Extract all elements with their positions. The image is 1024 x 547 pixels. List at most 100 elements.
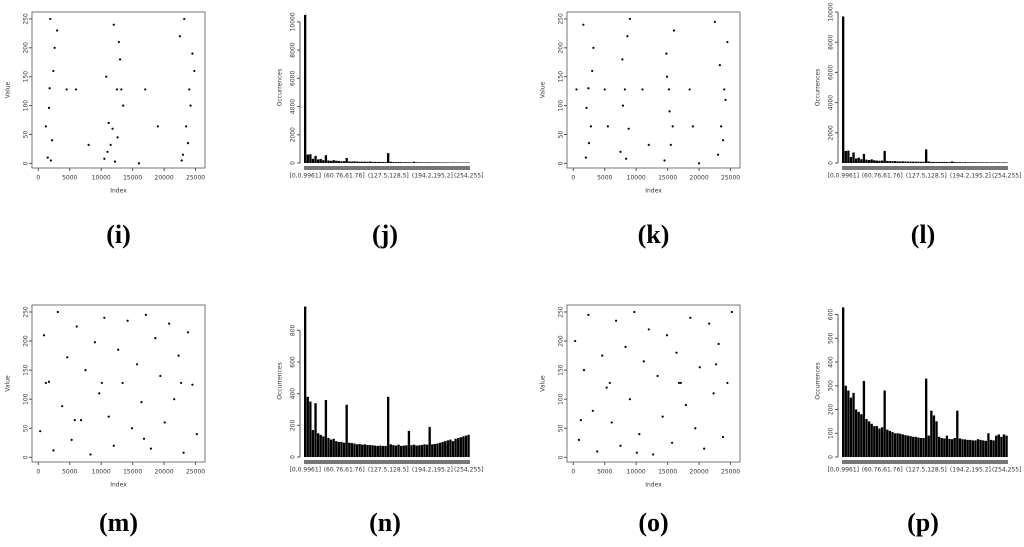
y-axis-label: Occurrences	[277, 362, 284, 399]
point	[647, 143, 650, 146]
point	[669, 143, 672, 146]
bar	[937, 436, 941, 457]
bar	[909, 436, 912, 457]
x-tick-label: (194.2,195.2]	[412, 467, 453, 474]
bar	[412, 444, 416, 457]
bar	[904, 161, 907, 163]
panel-caption: (i)	[106, 220, 131, 249]
point	[117, 40, 120, 44]
bar	[899, 433, 902, 457]
bar	[945, 435, 949, 457]
x-tick-label: 20000	[690, 469, 709, 476]
bar	[912, 436, 915, 457]
point	[111, 127, 114, 130]
bar	[392, 445, 395, 457]
x-axis-band	[842, 166, 1008, 170]
y-axis-label: Occurrences	[277, 69, 284, 106]
bar	[368, 161, 372, 163]
bar	[415, 162, 418, 163]
bar	[337, 441, 341, 457]
bar	[342, 161, 346, 163]
y-tick-label: 200	[23, 335, 30, 347]
panel-caption: (k)	[638, 220, 670, 249]
bar	[446, 440, 449, 457]
bar	[912, 161, 915, 163]
bar	[995, 162, 998, 163]
point	[126, 319, 129, 322]
point	[144, 88, 147, 91]
bar	[436, 443, 439, 457]
bar	[322, 436, 325, 457]
point	[84, 369, 87, 372]
y-tick-label: 150	[558, 364, 565, 376]
point	[118, 58, 122, 61]
bar	[901, 434, 904, 457]
point	[42, 334, 46, 337]
x-tick-label: 25000	[721, 175, 740, 182]
point	[120, 88, 123, 91]
bar	[969, 162, 972, 163]
point	[591, 69, 594, 73]
point	[103, 316, 106, 319]
x-tick-label: [0,0.9961]	[828, 467, 859, 474]
bar	[436, 162, 439, 163]
bar	[462, 436, 465, 457]
bar	[405, 445, 408, 457]
x-tick-label: [0,0.9961]	[290, 173, 321, 180]
bar	[410, 445, 413, 457]
point	[614, 319, 618, 322]
point	[144, 313, 147, 316]
bar	[891, 161, 894, 163]
point	[689, 316, 692, 319]
bar	[345, 158, 348, 163]
point	[596, 450, 599, 453]
bar	[935, 421, 938, 457]
point	[180, 159, 183, 162]
point	[726, 381, 729, 385]
point	[56, 310, 59, 314]
x-tick-label: 0	[571, 469, 575, 476]
bar	[844, 150, 847, 163]
point	[112, 444, 115, 447]
point	[584, 156, 587, 159]
y-tick-label: 0	[290, 161, 297, 165]
point	[635, 451, 638, 454]
bar	[444, 162, 447, 163]
x-tick-label: 15000	[658, 175, 677, 182]
point	[603, 88, 606, 91]
bar	[958, 438, 962, 457]
point	[195, 432, 198, 436]
point	[718, 64, 721, 67]
y-tick-label: 200	[558, 42, 565, 54]
point	[698, 162, 701, 165]
point	[73, 419, 76, 422]
bar	[402, 162, 405, 163]
bar	[867, 421, 871, 457]
bar	[989, 439, 993, 457]
bar	[309, 401, 312, 457]
y-tick-label: 250	[23, 306, 30, 318]
y-axis-label: Occurrences	[815, 69, 822, 106]
point	[641, 88, 644, 91]
bar	[374, 161, 377, 163]
point	[633, 310, 636, 314]
point	[154, 337, 157, 340]
bar	[316, 433, 320, 457]
point	[587, 142, 591, 145]
bar	[989, 162, 993, 163]
y-tick-label: 10000	[828, 2, 835, 21]
x-axis-label: Index	[110, 482, 127, 489]
point	[173, 398, 176, 401]
point	[661, 415, 664, 418]
point	[619, 150, 622, 153]
point	[178, 35, 181, 38]
point	[577, 438, 581, 442]
bar	[961, 162, 964, 163]
x-tick-label: [0,0.9961]	[290, 467, 321, 474]
bar	[943, 161, 946, 163]
bar	[966, 162, 969, 163]
point	[589, 125, 593, 128]
point	[665, 334, 669, 337]
bar	[335, 160, 338, 163]
bar	[961, 439, 964, 457]
